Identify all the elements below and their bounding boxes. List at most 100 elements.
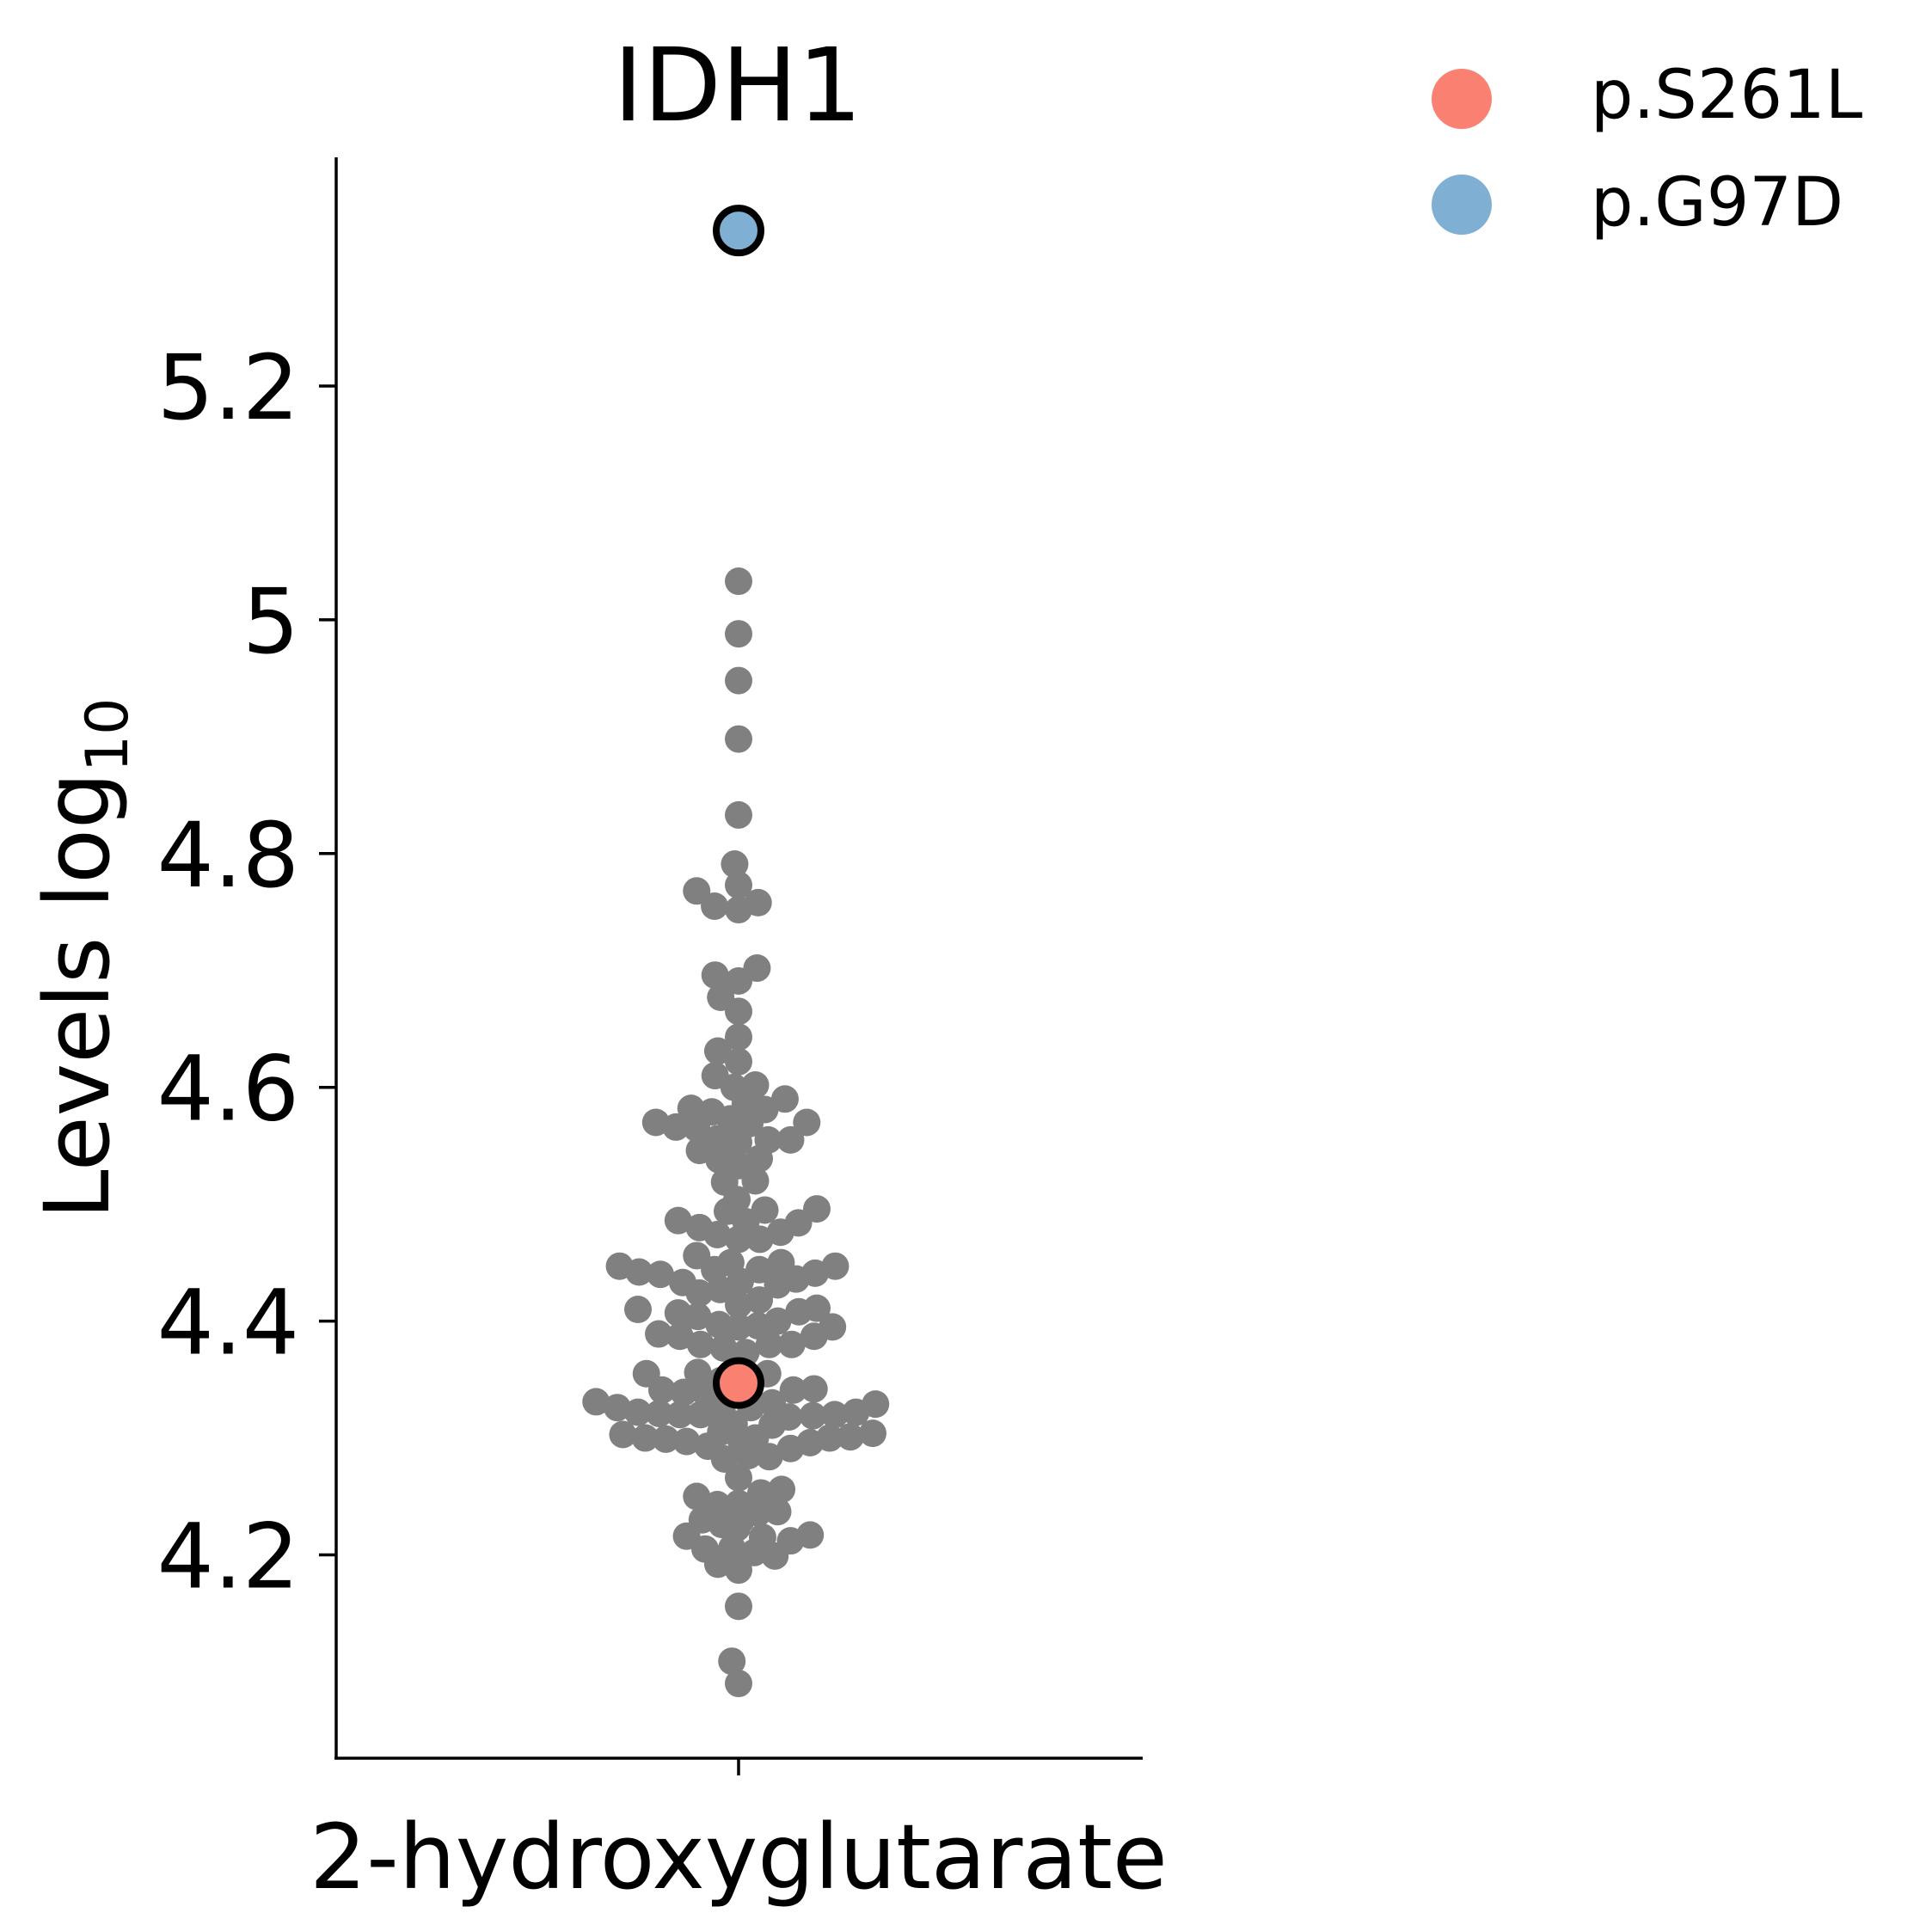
- legend-label-p-g97d: p.G97D: [1591, 164, 1843, 242]
- highlighted-point-p-g97d: [713, 205, 764, 257]
- axes: 2-hydroxyglutarate: [310, 157, 1168, 1910]
- data-point: [652, 1425, 680, 1453]
- data-point: [766, 1218, 794, 1247]
- y-tick-label: 4.2: [157, 1505, 299, 1609]
- y-axis-label: Levels log10: [25, 698, 142, 1220]
- data-point: [709, 1333, 738, 1362]
- data-point: [734, 1441, 763, 1469]
- data-point: [744, 1499, 772, 1527]
- data-point: [725, 1128, 752, 1156]
- data-point: [799, 1401, 827, 1430]
- data-point: [647, 1260, 674, 1289]
- legend-marker-p-g97d: [1432, 175, 1492, 235]
- data-point: [768, 1475, 796, 1504]
- legend-marker-p-s261l: [1432, 69, 1492, 129]
- data-point: [725, 567, 752, 596]
- data-point: [665, 1401, 694, 1429]
- legend: p.S261L p.G97D: [1432, 57, 1863, 242]
- data-point: [777, 1330, 806, 1358]
- data-point: [603, 1394, 631, 1422]
- data-point: [755, 1330, 783, 1358]
- data-point: [800, 1375, 828, 1403]
- data-point: [776, 1125, 805, 1154]
- data-point: [647, 1376, 676, 1404]
- data-point: [710, 1445, 739, 1474]
- data-point: [662, 1113, 690, 1141]
- data-point: [821, 1252, 849, 1280]
- data-point: [740, 1538, 769, 1566]
- data-point: [820, 1401, 849, 1429]
- y-tick-label: 4.6: [157, 1037, 299, 1142]
- data-point: [725, 1290, 752, 1319]
- y-axis-label-main: Levels log: [25, 772, 130, 1219]
- data-point: [664, 1206, 692, 1235]
- data-point: [862, 1390, 890, 1419]
- y-tick-label: 4.8: [157, 803, 299, 908]
- data-point: [815, 1424, 843, 1452]
- y-tick-label: 5: [242, 569, 299, 674]
- chart-title: IDH1: [613, 26, 862, 144]
- data-point: [706, 1275, 734, 1303]
- data-point: [707, 1418, 735, 1446]
- data-point: [793, 1108, 821, 1137]
- data-point: [725, 997, 752, 1026]
- data-point: [725, 1592, 752, 1621]
- data-point: [837, 1423, 864, 1451]
- y-tick-label: 4.4: [157, 1271, 299, 1376]
- data-point: [725, 1023, 752, 1051]
- data-point: [683, 1482, 711, 1511]
- data-point: [725, 1313, 752, 1341]
- y-axis-label-subscript: 10: [74, 698, 142, 773]
- data-point: [624, 1296, 652, 1324]
- data-point: [703, 1550, 732, 1579]
- data-point: [764, 1498, 792, 1526]
- data-point: [725, 1463, 752, 1492]
- data-point: [800, 1322, 828, 1351]
- data-point: [725, 871, 752, 899]
- highlighted-point-p-s261l: [713, 1357, 764, 1409]
- data-point: [755, 1443, 783, 1471]
- data-point: [741, 1167, 770, 1195]
- data-point: [685, 1278, 714, 1307]
- data-point: [701, 892, 729, 920]
- data-point: [703, 1037, 732, 1065]
- data-point: [609, 1420, 637, 1449]
- data-point: [743, 954, 771, 983]
- data-point: [745, 1225, 774, 1254]
- data-point: [683, 1114, 711, 1143]
- data-point: [631, 1424, 659, 1452]
- data-point: [725, 1556, 752, 1585]
- data-point: [686, 1401, 715, 1429]
- data-point: [725, 1047, 752, 1076]
- x-tick-label: 2-hydroxyglutarate: [310, 1805, 1168, 1910]
- data-point: [859, 1419, 886, 1448]
- data-point: [770, 1085, 799, 1113]
- data-point: [665, 1322, 694, 1351]
- data-point: [782, 1265, 810, 1293]
- y-ticks: 4.2 4.4 4.6 4.8 5 5.2: [157, 335, 336, 1609]
- highlighted-points: [713, 205, 764, 1409]
- data-point: [745, 1286, 774, 1315]
- legend-label-p-s261l: p.S261L: [1591, 57, 1863, 134]
- data-point: [744, 888, 772, 917]
- data-point: [776, 1527, 805, 1555]
- data-point: [725, 800, 752, 829]
- data-point: [582, 1388, 610, 1416]
- data-point: [624, 1398, 652, 1426]
- data-point: [721, 850, 749, 879]
- data-point: [686, 1330, 715, 1358]
- data-point: [779, 1376, 807, 1404]
- y-tick-label: 5.2: [157, 335, 299, 440]
- data-point: [645, 1400, 673, 1428]
- data-point: [625, 1258, 653, 1286]
- data-point: [725, 1225, 752, 1254]
- data-point: [725, 620, 752, 648]
- data-point: [703, 1220, 732, 1248]
- data-point: [725, 725, 752, 753]
- data-point: [672, 1427, 701, 1456]
- data-point: [725, 666, 752, 695]
- data-point: [718, 1647, 746, 1676]
- data-point: [684, 1303, 712, 1331]
- data-point: [683, 877, 711, 905]
- data-point: [670, 1378, 698, 1407]
